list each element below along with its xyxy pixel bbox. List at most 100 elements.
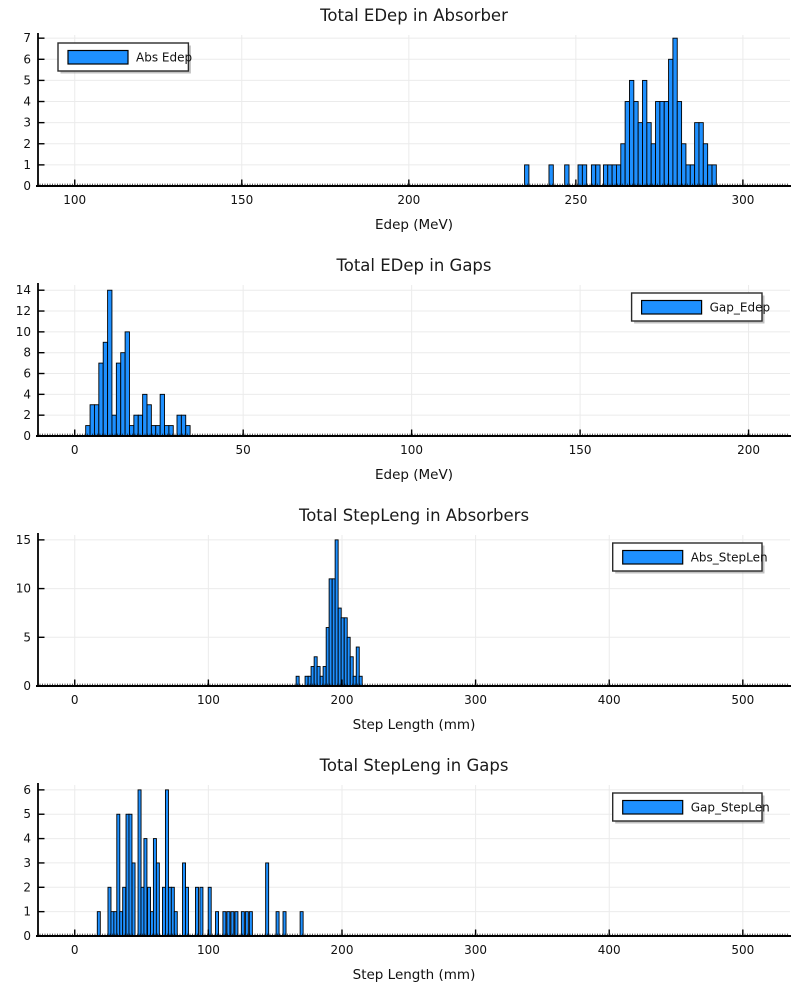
x-tick-label: 0 [71,443,79,457]
x-tick-label: 200 [737,443,760,457]
y-tick-label: 6 [23,783,31,797]
histogram-bar [616,164,622,187]
y-tick-label: 1 [23,905,31,919]
histogram-bar [142,393,148,437]
histogram-bar [655,101,661,187]
y-tick-label: 1 [23,158,31,172]
y-tick-label: 5 [23,807,31,821]
chart-gap-steplen: 0 100 200 300 400 500 0 1 2 3 4 5 6 Total StepLeng in… [23,756,791,983]
chart-abs-steplen: 0 100 200 300 400 500 0 5 10 15 Total StepLeng in … [16,506,791,733]
legend: Abs Edep [57,42,192,74]
x-tick-label: 100 [63,193,86,207]
histogram-bar [524,164,530,187]
x-tick-label: 0 [71,693,79,707]
histogram-bar [299,911,304,937]
histogram-bar [707,164,713,187]
histogram-bar [159,393,165,437]
x-tick-label: 0 [71,943,79,957]
histogram-bar [668,58,674,187]
histogram-bars [524,37,717,187]
legend-swatch [67,49,129,65]
histogram-bar [646,122,652,187]
chart-title: Total EDep in Gaps [335,256,491,275]
histogram-bar [155,425,161,437]
y-tick-label: 4 [23,95,31,109]
histogram-bar [89,404,95,437]
y-tick-label: 2 [23,137,31,151]
x-tick-label: 200 [331,943,354,957]
histogram-bar [102,341,109,437]
histogram-bar [310,666,315,687]
y-tick-label: 15 [16,533,31,547]
y-tick-label: 7 [23,31,31,45]
histogram-bar [155,862,160,937]
x-tick-label: 200 [397,193,420,207]
legend-swatch [622,549,684,565]
x-tick-label: 300 [464,693,487,707]
y-tick-label: 5 [23,73,31,87]
chart-title: Total StepLeng in Gaps [319,756,509,775]
histogram-bars [85,289,191,437]
histogram-bar [602,164,609,187]
x-axis-label: Edep (MeV) [375,467,453,483]
histogram-bar [672,37,678,187]
histogram-bar [173,911,178,937]
histogram-bar [564,164,570,187]
legend: Abs_StepLen [612,542,768,574]
chart-gap-edep: 0 50 100 150 200 0 2 4 6 8 10 12 14 Total EDep in Gap… [16,256,791,483]
y-tick-label: 10 [16,582,31,596]
x-tick-label: 500 [731,943,754,957]
y-tick-label: 5 [23,630,31,644]
y-tick-label: 10 [16,325,31,339]
histogram-bar [244,911,249,937]
histogram-bar [637,122,643,187]
histogram-bar [85,425,91,437]
histogram-bar [689,164,696,187]
histogram-bar [133,414,139,437]
y-tick-label: 14 [16,283,31,297]
chart-title: Total EDep in Absorber [319,6,508,25]
histogram-bar [620,143,626,187]
y-tick-label: 0 [23,929,31,943]
y-tick-label: 6 [23,367,31,381]
y-tick-label: 8 [23,346,31,360]
histogram-bars [96,789,304,937]
histogram-bar [230,911,235,937]
y-tick-label: 0 [23,179,31,193]
histogram-bar [642,79,648,187]
x-tick-label: 400 [598,693,621,707]
histogram-bar [358,675,363,687]
histogram-bar [698,122,704,187]
x-tick-label: 100 [197,943,220,957]
histogram-bars [295,539,363,687]
x-tick-label: 400 [598,943,621,957]
tick-labels: 100 150 200 250 300 0 1 2 3 4 5 6 7 [23,31,754,207]
histogram-bar [346,636,351,687]
y-tick-label: 0 [23,679,31,693]
histogram-bar [180,414,187,437]
histogram-bar [96,911,101,937]
histogram-bar [577,164,583,187]
histogram-bar [131,862,136,937]
y-tick-label: 12 [16,304,31,318]
histogram-bar [685,164,691,187]
histogram-bar [195,886,199,937]
histogram-bar [595,164,601,187]
x-tick-label: 100 [400,443,423,457]
tick-labels: 0 100 200 300 400 500 0 1 2 3 4 5 6 [23,783,754,957]
histogram-bar [633,101,639,187]
x-tick-label: 250 [564,193,587,207]
histogram-bar [676,101,683,187]
histogram-bar [316,666,321,687]
histogram-bar [681,143,687,187]
major-ticks [38,37,744,187]
y-tick-label: 2 [23,408,31,422]
histogram-bar [322,666,327,687]
histogram-bar [176,414,182,437]
legend-label: Gap_Edep [710,301,770,315]
histogram-bar [629,79,635,187]
histogram-bar [120,352,126,437]
legend-label: Abs_StepLen [691,551,768,565]
histogram-bar [624,101,630,187]
